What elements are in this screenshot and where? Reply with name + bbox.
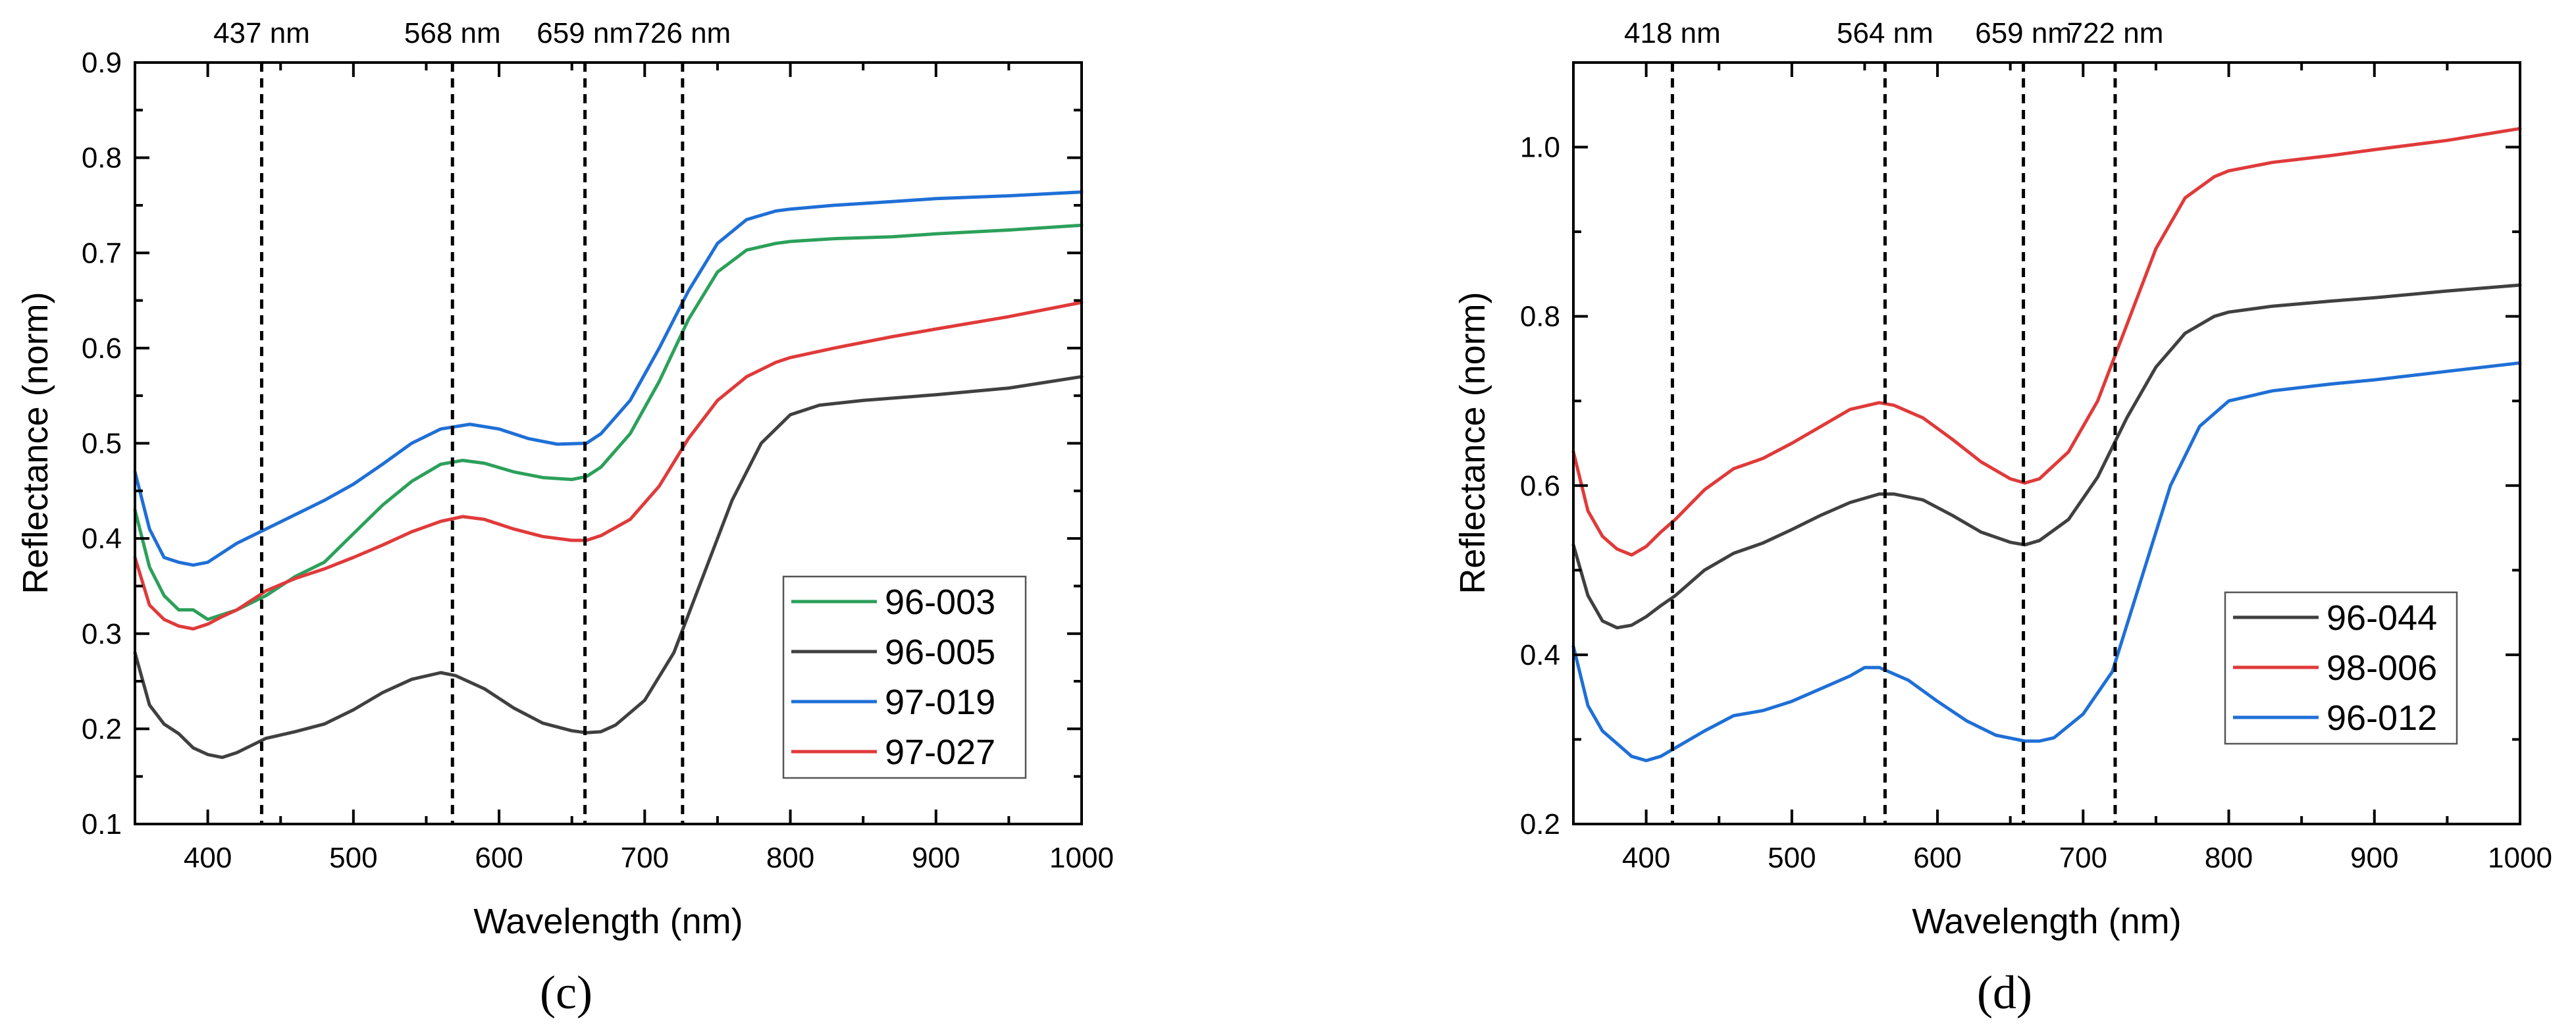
chart-c-ytick-label: 0.7 <box>82 237 122 269</box>
chart-c-xtick-label: 500 <box>329 842 377 874</box>
chart-c-xtick-label: 700 <box>621 842 669 874</box>
chart-d-marker-label-659: 659 nm <box>1975 17 2072 49</box>
chart-c-marker-label-726: 726 nm <box>634 17 731 49</box>
chart-d-legend-label-96-012: 96-012 <box>2326 698 2437 738</box>
chart-c-ytick-label: 0.6 <box>82 332 122 365</box>
chart-c-xtick-label: 600 <box>475 842 523 874</box>
chart-d-ytick-label: 0.2 <box>1520 808 1560 840</box>
chart-c-ylabel: Reflectance (norm) <box>16 292 55 594</box>
chart-panel-c: 437 nm 568 nm 659 nm 726 nm 400 500 600 700 800… <box>16 17 1114 1019</box>
chart-c-series-97-019 <box>133 190 1084 567</box>
chart-d-xtick-label: 500 <box>1768 842 1816 874</box>
chart-d-plot-frame <box>1572 61 2521 825</box>
chart-d-panel-label: (d) <box>1977 966 2032 1019</box>
chart-d-xtick-label: 400 <box>1622 842 1670 874</box>
chart-d-ytick-label: 0.6 <box>1520 470 1560 502</box>
chart-d-xtick-label: 800 <box>2205 842 2253 874</box>
chart-d-ytick-label: 1.0 <box>1520 132 1560 164</box>
chart-c-ytick-label: 0.9 <box>82 47 122 79</box>
chart-d-marker-label-564: 564 nm <box>1837 17 1933 49</box>
chart-c-marker-label-568: 568 nm <box>404 17 501 49</box>
chart-c-xtick-label: 400 <box>184 842 232 874</box>
chart-c-marker-label-437: 437 nm <box>213 17 310 49</box>
chart-d-legend-items: 96-044 98-006 96-012 <box>2233 598 2437 738</box>
chart-c-series-96-005 <box>133 374 1084 760</box>
chart-c-legend-items: 96-003 96-005 97-019 97-027 <box>791 582 995 772</box>
chart-c-ytick-label: 0.2 <box>82 713 122 745</box>
chart-c-legend-label-96-003: 96-003 <box>885 582 995 622</box>
chart-c-legend-label-96-005: 96-005 <box>885 632 995 672</box>
chart-d-series-96-044 <box>1571 283 2522 630</box>
chart-d-xtick-label: 600 <box>1913 842 1961 874</box>
chart-c-panel-label: (c) <box>540 966 592 1019</box>
chart-d-xtick-label: 700 <box>2059 842 2107 874</box>
chart-d-xtick-label: 900 <box>2350 842 2398 874</box>
chart-c-xtick-label: 1000 <box>1049 842 1114 874</box>
chart-d-series-98-006 <box>1571 126 2522 557</box>
chart-d-legend-label-96-044: 96-044 <box>2326 598 2437 638</box>
chart-c-series-97-027 <box>133 301 1084 631</box>
chart-d-xtick-label: 1000 <box>2488 842 2552 874</box>
chart-c-ytick-label: 0.3 <box>82 618 122 650</box>
chart-d-legend: 96-044 98-006 96-012 <box>2224 591 2458 745</box>
chart-c-legend: 96-003 96-005 97-019 97-027 <box>782 575 1027 779</box>
chart-c-legend-box <box>782 575 1027 779</box>
chart-c-series-96-003 <box>133 223 1084 621</box>
chart-c-xlabel: Wavelength (nm) <box>473 902 743 941</box>
chart-d-ytick-label: 0.4 <box>1520 639 1560 671</box>
chart-c-legend-label-97-027: 97-027 <box>885 733 995 772</box>
chart-d-legend-label-98-006: 98-006 <box>2326 648 2437 688</box>
chart-d-ylabel: Reflectance (norm) <box>1453 292 1492 594</box>
chart-d-marker-label-418: 418 nm <box>1624 17 1721 49</box>
chart-c-ticks: 400 500 600 700 800 900 1000 0.1 0.2 0.3 0.4 0.5 0.6… <box>82 47 1114 874</box>
chart-c-marker-lines: 437 nm 568 nm 659 nm 726 nm <box>213 17 731 824</box>
chart-d-marker-label-722: 722 nm <box>2067 17 2164 49</box>
chart-c-ytick-label: 0.1 <box>82 808 122 840</box>
chart-c-ytick-label: 0.8 <box>82 142 122 174</box>
chart-c-legend-label-97-019: 97-019 <box>885 683 995 722</box>
chart-c-xtick-label: 800 <box>766 842 814 874</box>
chart-c-marker-label-659: 659 nm <box>537 17 633 49</box>
chart-c-xtick-label: 900 <box>912 842 960 874</box>
chart-c-ytick-label: 0.5 <box>82 428 122 460</box>
chart-d-series-layer <box>1571 126 2522 763</box>
chart-c-series-layer <box>133 190 1084 760</box>
chart-d-xlabel: Wavelength (nm) <box>1912 902 2181 941</box>
chart-c-ytick-label: 0.4 <box>82 523 122 555</box>
chart-d-ticks: 400 500 600 700 800 900 1000 0.2 0.4 0.6 0.8 1.0 <box>1520 61 2552 874</box>
chart-d-ytick-label: 0.8 <box>1520 301 1560 333</box>
chart-d-series-96-012 <box>1571 361 2522 763</box>
